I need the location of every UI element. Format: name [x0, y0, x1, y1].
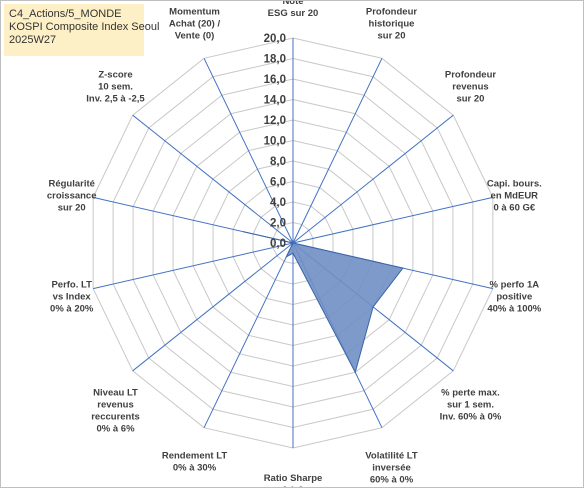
axis-label: Régularité croissance sur 20	[47, 178, 97, 213]
axis-spoke	[93, 242, 294, 290]
radial-tick-label: 8,0	[270, 156, 286, 168]
series-area	[242, 231, 404, 374]
radial-tick-label: 6,0	[270, 177, 286, 189]
axis-spoke	[203, 58, 294, 244]
radial-tick-label: 18,0	[264, 54, 286, 66]
title-line-3: 2025W27	[9, 34, 57, 46]
radial-tick-label: 16,0	[264, 74, 286, 86]
axis-spoke	[292, 58, 383, 244]
axis-label: Niveau LT revenus reccurents 0% à 6%	[91, 388, 140, 435]
axis-label: Profondeur revenus sur 20	[445, 69, 496, 104]
axis-label: Momentum Achat (20) / Vente (0)	[169, 6, 221, 41]
radial-tick-label: 2,0	[270, 218, 286, 230]
axis-label: Perfo. LT vs Index 0% à 20%	[50, 280, 94, 315]
radial-tick-label: 12,0	[264, 115, 286, 127]
axis-spoke	[203, 242, 294, 428]
axis-label: Rendement LT 0% à 30%	[162, 451, 227, 474]
radial-tick-label: 0,0	[270, 238, 286, 250]
axis-spoke	[292, 114, 454, 244]
radial-tick-label: 14,0	[264, 95, 286, 107]
title-line-2: KOSPI Composite Index Seoul	[9, 21, 160, 33]
axis-spoke	[132, 114, 294, 244]
axis-label: Note ESG sur 20	[268, 1, 319, 19]
axis-spoke	[292, 196, 493, 244]
axis-label: % perfo 1A positive 40% à 100%	[487, 280, 541, 315]
radial-tick-label: 10,0	[264, 136, 286, 148]
chart-title-box: C4_Actions/5_MONDE KOSPI Composite Index…	[4, 4, 160, 56]
axis-label: Capi. bours. en MdEUR 0 à 60 G€	[487, 178, 542, 213]
radial-tick-label: 4,0	[270, 197, 286, 209]
axis-label: % perte max. sur 1 sem. Inv. 60% à 0%	[440, 388, 502, 423]
axis-label: Ratio Sharpe0 à 2	[264, 473, 323, 487]
axis-label: Volatilité LT inversée 60% à 0%	[365, 451, 418, 486]
axis-label: Profondeur historique sur 20	[366, 6, 417, 41]
title-line-1: C4_Actions/5_MONDE	[9, 8, 122, 20]
axis-spoke	[132, 242, 294, 372]
radial-tick-label: 20,0	[264, 33, 286, 45]
axis-label: Z-score 10 sem. Inv. 2,5 à -2,5	[86, 69, 145, 104]
